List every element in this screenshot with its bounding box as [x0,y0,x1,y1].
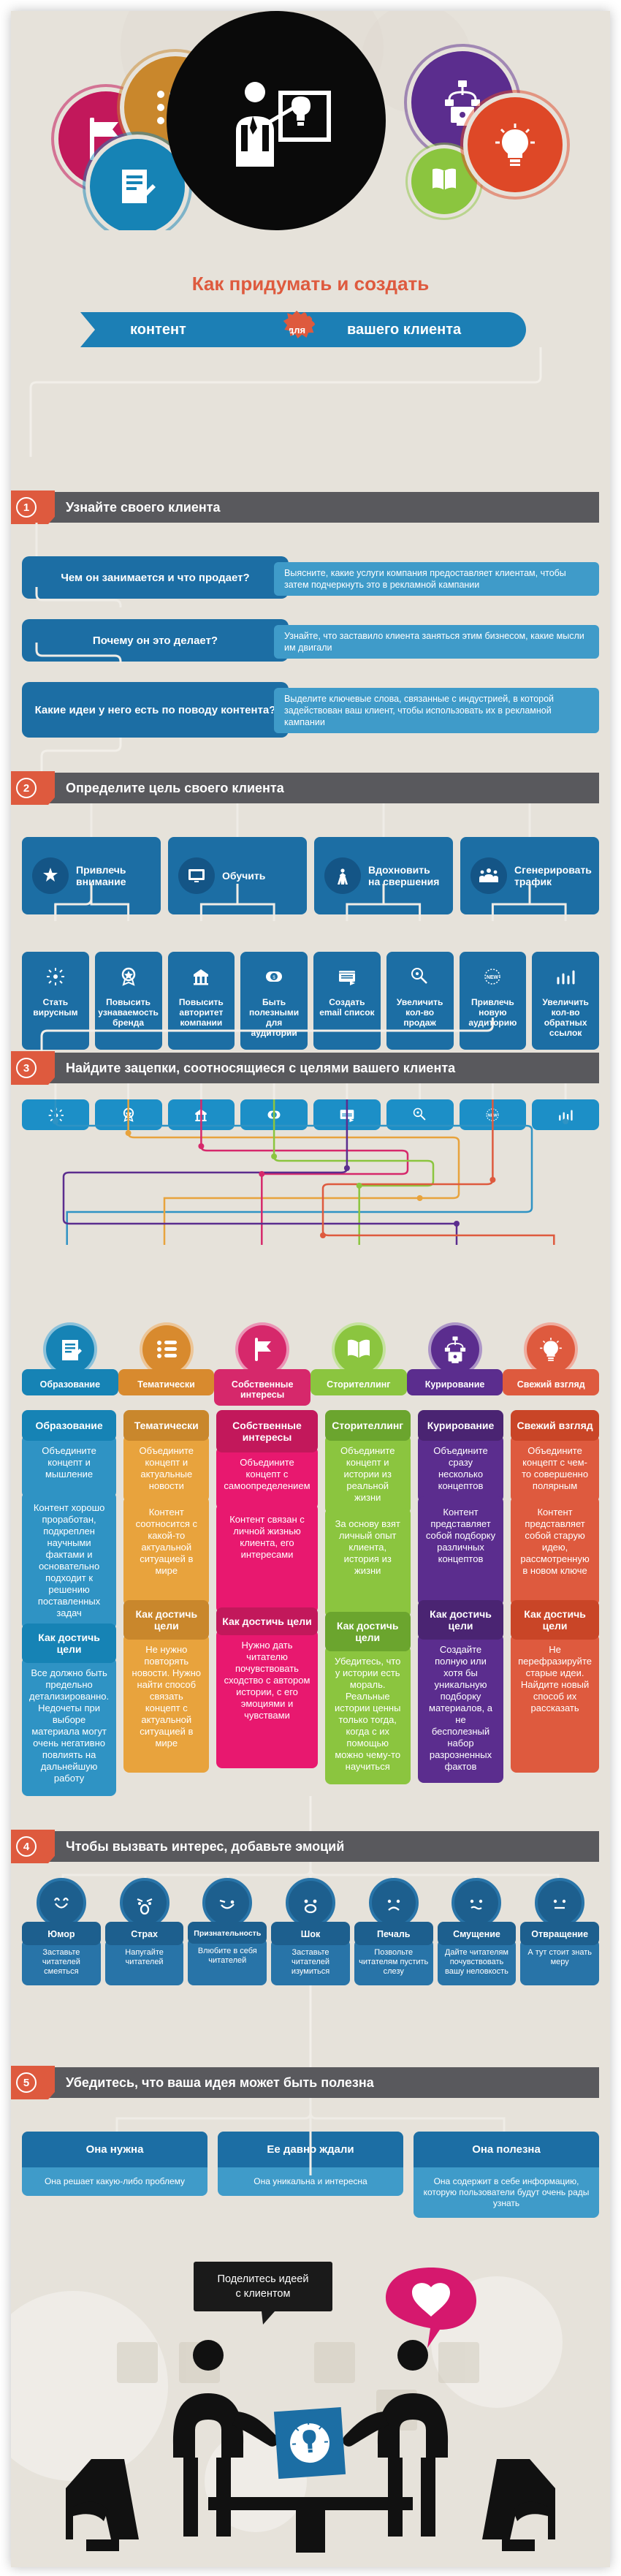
svg-text:NEW: NEW [487,975,499,980]
svg-text:с клиентом: с клиентом [236,2288,291,2300]
svg-text:Поделитесь идеей: Поделитесь идеей [218,2273,309,2285]
